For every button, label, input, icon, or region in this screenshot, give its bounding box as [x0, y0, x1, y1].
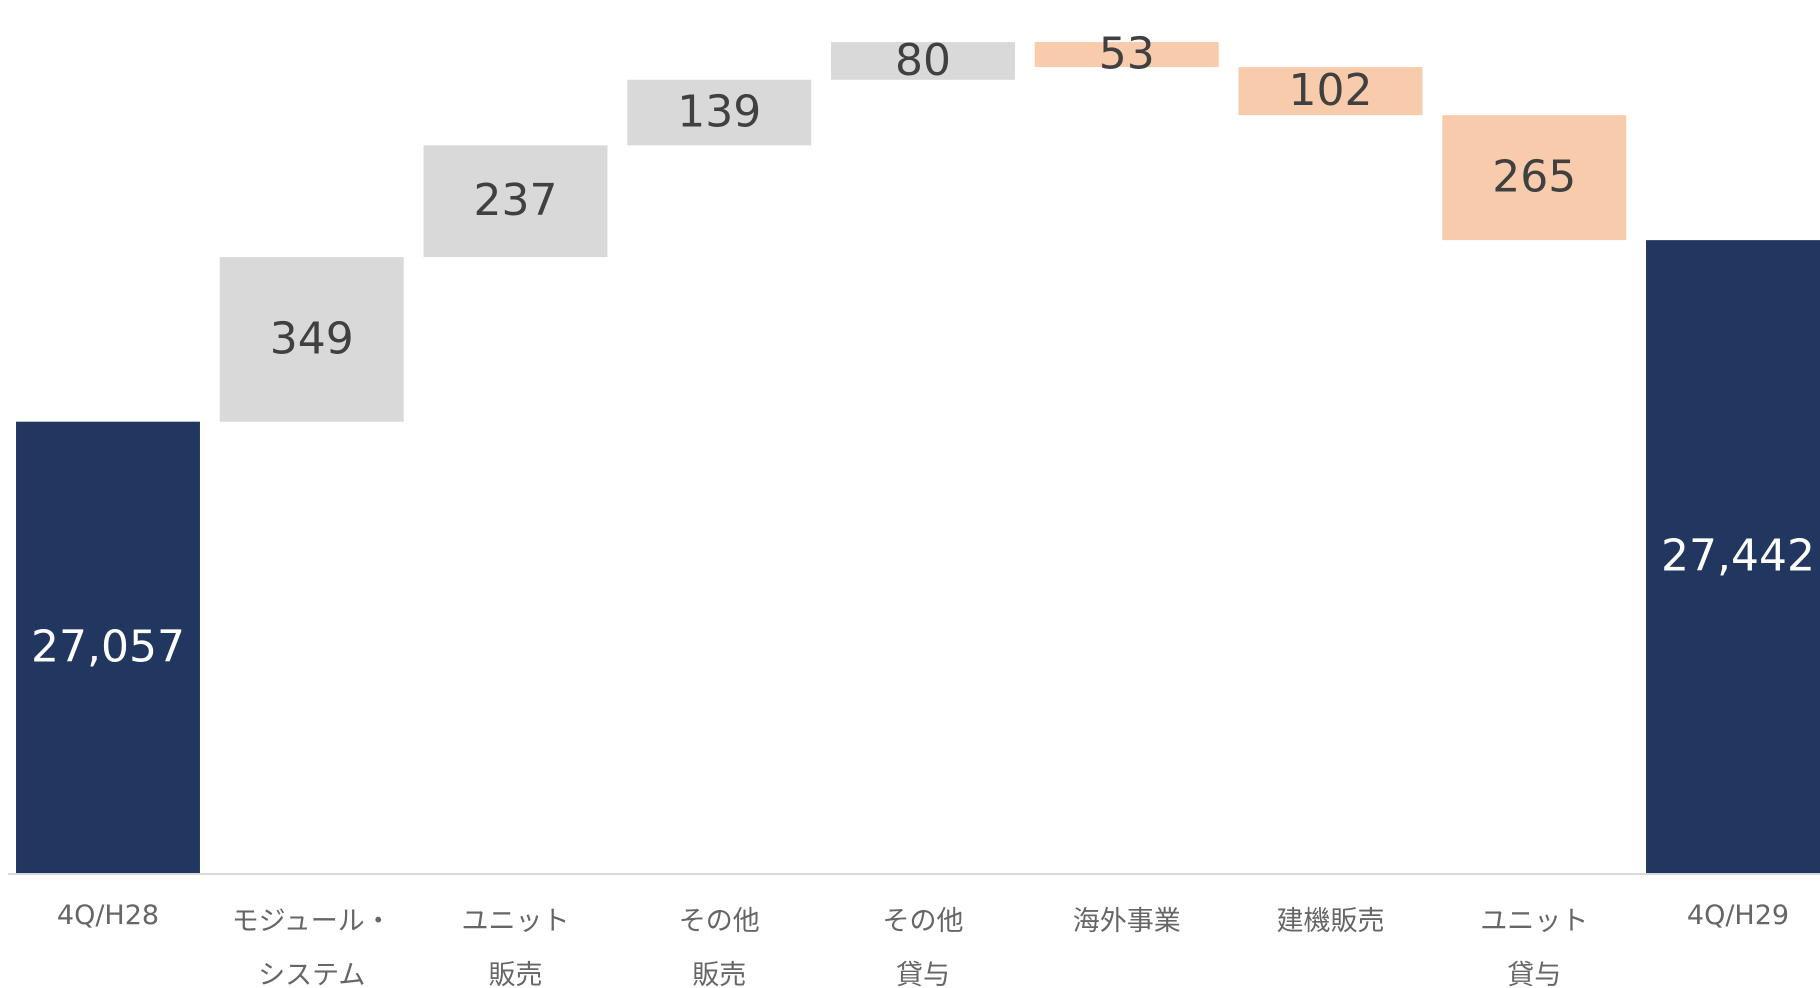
category-label: システム — [258, 960, 365, 988]
bar-increase — [627, 79, 812, 146]
category-label: その他 — [679, 906, 760, 937]
category-label: 販売 — [692, 960, 746, 988]
bar-decrease — [1238, 67, 1423, 116]
category-label: 海外事業 — [1073, 906, 1181, 937]
category-label: ユニット — [462, 906, 570, 937]
category-label: 貸与 — [1507, 960, 1561, 988]
category-label: モジュール・ — [232, 906, 392, 937]
data-label: 237 — [474, 175, 558, 226]
bar-group — [16, 42, 1820, 873]
data-label: 265 — [1492, 152, 1576, 203]
bar-total — [1646, 240, 1820, 873]
bar-increase — [423, 145, 608, 258]
data-label: 80 — [895, 35, 951, 86]
category-label: ユニット — [1480, 906, 1588, 937]
bar-total — [16, 421, 200, 873]
data-label: 27,442 — [1661, 531, 1815, 582]
bar-decrease — [1442, 115, 1627, 241]
bar-increase — [831, 42, 1015, 80]
data-label: 27,057 — [31, 621, 185, 672]
category-label: 建機販売 — [1277, 906, 1385, 937]
data-label: 53 — [1099, 29, 1155, 80]
data-label: 349 — [270, 313, 354, 364]
bar-increase — [219, 257, 404, 422]
bar-decrease — [1034, 42, 1219, 68]
category-label: 販売 — [489, 960, 543, 988]
category-label: 4Q/H28 — [57, 900, 159, 931]
category-label: その他 — [883, 906, 964, 937]
category-label: 4Q/H29 — [1687, 900, 1789, 931]
category-label: 貸与 — [896, 960, 950, 988]
data-label: 139 — [677, 87, 761, 138]
data-label-group: 27,057 349 237 139 80 53 102 265 27,442 — [31, 29, 1815, 673]
data-label: 102 — [1289, 65, 1373, 116]
